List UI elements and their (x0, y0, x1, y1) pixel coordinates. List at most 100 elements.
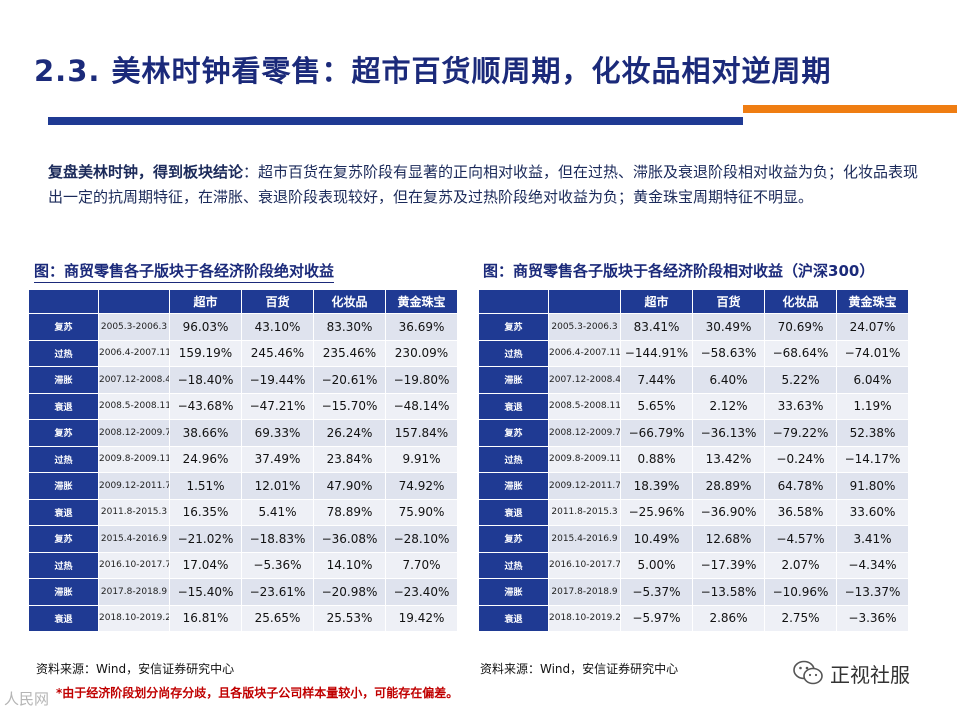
value-cell: 16.81% (169, 604, 242, 632)
summary-body: ：超市百货在复苏阶段有显著的正向相对收益，但在过热、滞胀及衰退阶段相对收益为负；… (48, 163, 919, 206)
header-blank-cell (98, 289, 170, 314)
value-cell: −144.91% (620, 339, 693, 367)
period-cell: 2008.5-2008.11 (98, 392, 170, 420)
phase-cell: 衰退 (28, 498, 99, 526)
phase-cell: 过热 (28, 339, 99, 367)
period-cell: 2009.8-2009.11 (98, 445, 170, 473)
table-row: 滞胀 2017.8-2018.9 −15.40% −23.61% −20.98% −23.… (28, 578, 458, 606)
phase-cell: 滞胀 (28, 366, 99, 394)
phase-cell: 复苏 (28, 313, 99, 341)
period-cell: 2007.12-2008.4 (98, 366, 170, 394)
value-cell: −23.40% (385, 578, 458, 606)
phase-cell: 衰退 (478, 498, 549, 526)
value-cell: −47.21% (241, 392, 314, 420)
period-cell: 2005.3-2006.3 (98, 313, 170, 341)
value-cell: −23.61% (241, 578, 314, 606)
left-source-note: 资料来源：Wind，安信证券研究中心 (36, 662, 235, 676)
value-cell: 2.07% (764, 551, 837, 579)
value-cell: 17.04% (169, 551, 242, 579)
value-cell: 5.00% (620, 551, 693, 579)
phase-cell: 滞胀 (28, 578, 99, 606)
value-cell: 2.12% (692, 392, 765, 420)
table-row: 滞胀 2007.12-2008.4 7.44% 6.40% 5.22% 6.04% (478, 366, 909, 394)
phase-cell: 过热 (478, 551, 549, 579)
table-header-row: 超市 百货 化妆品 黄金珠宝 (28, 289, 458, 314)
header-cosmetics: 化妆品 (313, 289, 386, 314)
value-cell: 18.39% (620, 472, 693, 500)
value-cell: 7.70% (385, 551, 458, 579)
table-header-row: 超市 百货 化妆品 黄金珠宝 (478, 289, 909, 314)
table-row: 复苏 2015.4-2016.9 10.49% 12.68% −4.57% 3.41% (478, 525, 909, 553)
value-cell: −58.63% (692, 339, 765, 367)
value-cell: 74.92% (385, 472, 458, 500)
value-cell: −74.01% (836, 339, 909, 367)
value-cell: −36.13% (692, 419, 765, 447)
table-row: 衰退 2008.5-2008.11 −43.68% −47.21% −15.70% −48… (28, 392, 458, 420)
value-cell: 96.03% (169, 313, 242, 341)
value-cell: −13.58% (692, 578, 765, 606)
value-cell: −19.80% (385, 366, 458, 394)
value-cell: 75.90% (385, 498, 458, 526)
phase-cell: 复苏 (478, 313, 549, 341)
value-cell: 2.86% (692, 604, 765, 632)
period-cell: 2008.12-2009.7 (548, 419, 621, 447)
value-cell: 24.96% (169, 445, 242, 473)
value-cell: 23.84% (313, 445, 386, 473)
header-blank-cell (28, 289, 99, 314)
phase-cell: 衰退 (478, 604, 549, 632)
value-cell: −4.34% (836, 551, 909, 579)
phase-cell: 过热 (478, 445, 549, 473)
period-cell: 2015.4-2016.9 (548, 525, 621, 553)
value-cell: 36.69% (385, 313, 458, 341)
period-cell: 2016.10-2017.7 (98, 551, 170, 579)
period-cell: 2006.4-2007.11 (98, 339, 170, 367)
value-cell: 69.33% (241, 419, 314, 447)
phase-cell: 复苏 (478, 525, 549, 553)
phase-cell: 滞胀 (478, 578, 549, 606)
value-cell: −20.98% (313, 578, 386, 606)
table-row: 过热 2006.4-2007.11 −144.91% −58.63% −68.64% −7… (478, 339, 909, 367)
period-cell: 2017.8-2018.9 (98, 578, 170, 606)
header-jewelry: 黄金珠宝 (385, 289, 458, 314)
value-cell: 91.80% (836, 472, 909, 500)
phase-cell: 过热 (28, 551, 99, 579)
value-cell: −68.64% (764, 339, 837, 367)
watermark-account-name: 正视社服 (830, 662, 910, 687)
table-row: 衰退 2018.10-2019.2 16.81% 25.65% 25.53% 19.42% (28, 604, 458, 632)
table-row: 滞胀 2017.8-2018.9 −5.37% −13.58% −10.96% −13.3… (478, 578, 909, 606)
page-title: 2.3. 美林时钟看零售：超市百货顺周期，化妆品相对逆周期 (34, 54, 832, 88)
value-cell: 33.63% (764, 392, 837, 420)
disclaimer-note: *由于经济阶段划分尚存分歧，且各版块子公司样本量较小，可能存在偏差。 (56, 686, 459, 700)
value-cell: −48.14% (385, 392, 458, 420)
value-cell: −5.97% (620, 604, 693, 632)
title-underline-orange (743, 105, 957, 113)
value-cell: −5.36% (241, 551, 314, 579)
left-table-caption: 图：商贸零售各子版块于各经济阶段绝对收益 (34, 260, 335, 283)
summary-lead: 复盘美林时钟，得到板块结论 (48, 163, 244, 181)
phase-cell: 衰退 (478, 392, 549, 420)
value-cell: −13.37% (836, 578, 909, 606)
phase-cell: 过热 (28, 445, 99, 473)
value-cell: 235.46% (313, 339, 386, 367)
value-cell: 159.19% (169, 339, 242, 367)
phase-cell: 过热 (478, 339, 549, 367)
period-cell: 2016.10-2017.7 (548, 551, 621, 579)
value-cell: 52.38% (836, 419, 909, 447)
table-row: 滞胀 2007.12-2008.4 −18.40% −19.44% −20.61% −19… (28, 366, 458, 394)
right-source-note: 资料来源：Wind，安信证券研究中心 (480, 662, 679, 676)
value-cell: 1.19% (836, 392, 909, 420)
header-blank-cell (548, 289, 621, 314)
table-row: 复苏 2005.3-2006.3 83.41% 30.49% 70.69% 24.07% (478, 313, 909, 341)
value-cell: −17.39% (692, 551, 765, 579)
value-cell: 24.07% (836, 313, 909, 341)
phase-cell: 滞胀 (28, 472, 99, 500)
value-cell: −66.79% (620, 419, 693, 447)
period-cell: 2009.12-2011.7 (548, 472, 621, 500)
phase-cell: 复苏 (478, 419, 549, 447)
table-row: 复苏 2008.12-2009.7 38.66% 69.33% 26.24% 157.84… (28, 419, 458, 447)
summary-paragraph: 复盘美林时钟，得到板块结论：超市百货在复苏阶段有显著的正向相对收益，但在过热、滞… (48, 160, 928, 210)
value-cell: 1.51% (169, 472, 242, 500)
header-department-store: 百货 (241, 289, 314, 314)
period-cell: 2018.10-2019.2 (548, 604, 621, 632)
value-cell: −15.70% (313, 392, 386, 420)
